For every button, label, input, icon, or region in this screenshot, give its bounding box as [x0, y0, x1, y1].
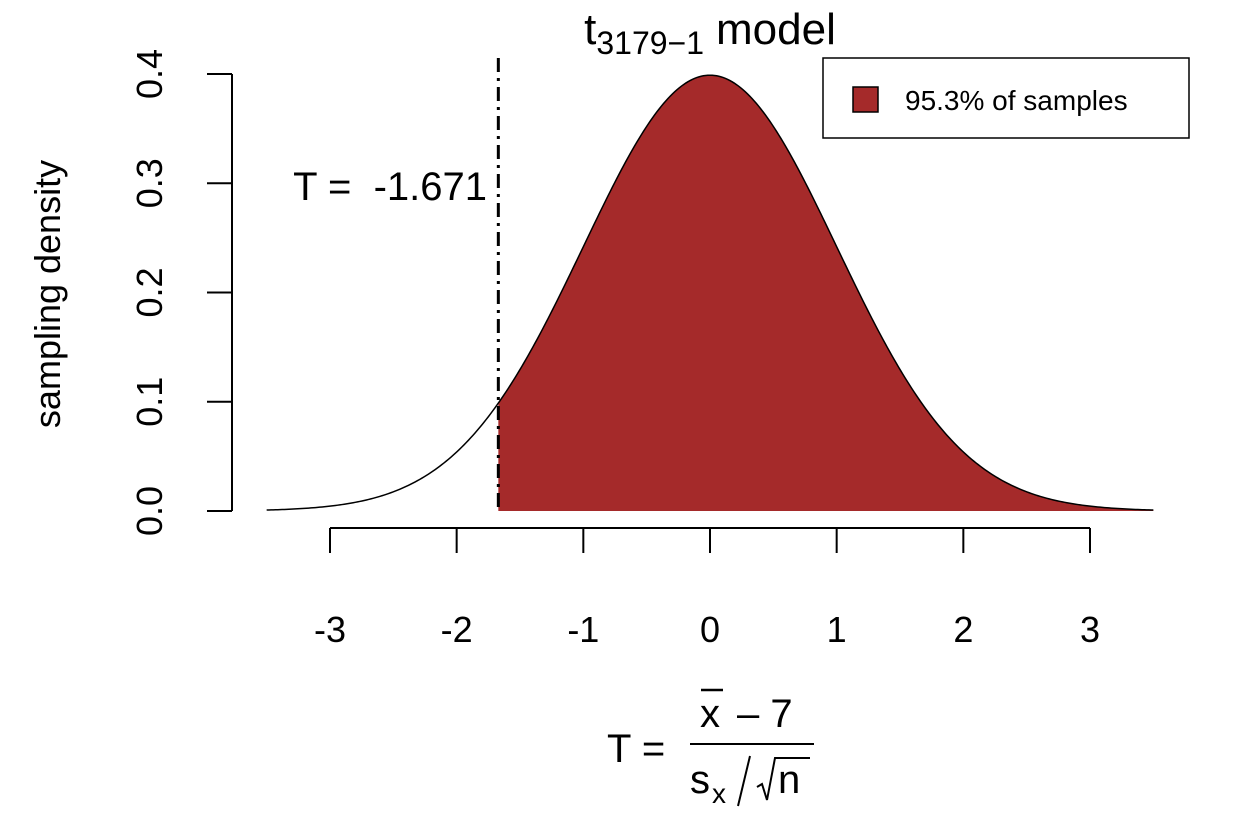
x-axis: -3 -2 -1 0 1 2 3: [314, 527, 1100, 650]
shaded-area-group: [498, 75, 1154, 511]
x-label-denominator-s: s: [690, 758, 710, 802]
y-tick-label: 0.0: [129, 486, 170, 536]
chart-title: t3179−1 model: [584, 5, 836, 61]
slash: [737, 755, 751, 807]
density-curve: [266, 74, 1154, 511]
y-tick-label: 0.4: [129, 49, 170, 99]
t-statistic-annotation: T = -1.671: [293, 165, 487, 209]
x-tick-label: -1: [567, 609, 599, 650]
x-tick-label: -2: [441, 609, 473, 650]
x-label-numerator-rest: – 7: [737, 692, 793, 736]
y-tick-label: 0.2: [129, 267, 170, 317]
y-axis-label: sampling density: [27, 160, 68, 428]
sqrt-sign: [756, 757, 810, 801]
x-axis-label: T = x – 7 s x n: [607, 688, 814, 809]
y-tick-label: 0.3: [129, 158, 170, 208]
legend-label: 95.3% of samples: [905, 85, 1128, 116]
x-label-numerator-x: x: [700, 692, 720, 736]
x-label-denominator-sub: x: [712, 778, 726, 809]
x-tick-label: 0: [700, 609, 720, 650]
y-tick-label: 0.1: [129, 377, 170, 427]
x-tick-label: 1: [827, 609, 847, 650]
x-tick-label: 2: [953, 609, 973, 650]
x-tick-label: 3: [1080, 609, 1100, 650]
shaded-area: [498, 75, 1154, 511]
x-label-lhs: T =: [607, 727, 665, 771]
x-tick-label: -3: [314, 609, 346, 650]
y-axis: 0.0 0.1 0.2 0.3 0.4: [129, 49, 233, 536]
legend: 95.3% of samples: [822, 57, 1190, 139]
legend-swatch: [852, 86, 879, 113]
density-curve-group: [266, 74, 1154, 511]
x-label-denominator-n: n: [778, 758, 800, 802]
